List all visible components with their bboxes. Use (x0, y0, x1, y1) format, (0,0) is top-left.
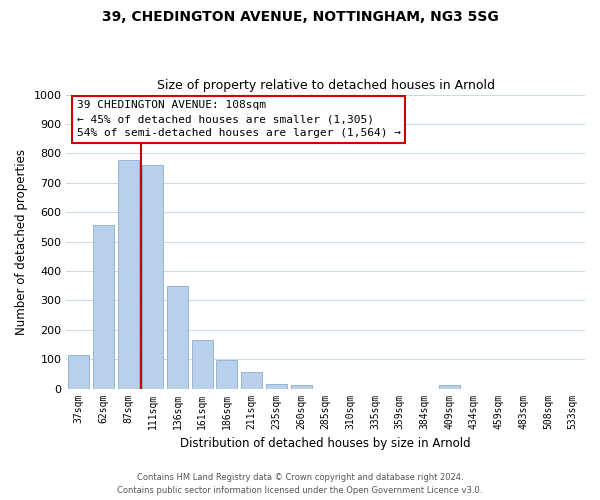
Text: 39 CHEDINGTON AVENUE: 108sqm
← 45% of detached houses are smaller (1,305)
54% of: 39 CHEDINGTON AVENUE: 108sqm ← 45% of de… (77, 100, 401, 138)
X-axis label: Distribution of detached houses by size in Arnold: Distribution of detached houses by size … (181, 437, 471, 450)
Bar (167, 286, 188, 388)
Bar (118, 160, 139, 388)
Text: 39, CHEDINGTON AVENUE, NOTTINGHAM, NG3 5SG: 39, CHEDINGTON AVENUE, NOTTINGHAM, NG3 5… (101, 10, 499, 24)
Y-axis label: Number of detached properties: Number of detached properties (15, 148, 28, 334)
Bar (68, 354, 89, 388)
Bar (192, 340, 213, 388)
Bar (217, 360, 238, 388)
Bar (241, 372, 262, 388)
Text: Contains HM Land Registry data © Crown copyright and database right 2024.
Contai: Contains HM Land Registry data © Crown c… (118, 474, 482, 495)
Bar (142, 164, 163, 388)
Title: Size of property relative to detached houses in Arnold: Size of property relative to detached ho… (157, 79, 495, 92)
Bar (290, 385, 311, 388)
Bar (439, 385, 460, 388)
Bar (266, 384, 287, 388)
Bar (93, 224, 114, 388)
